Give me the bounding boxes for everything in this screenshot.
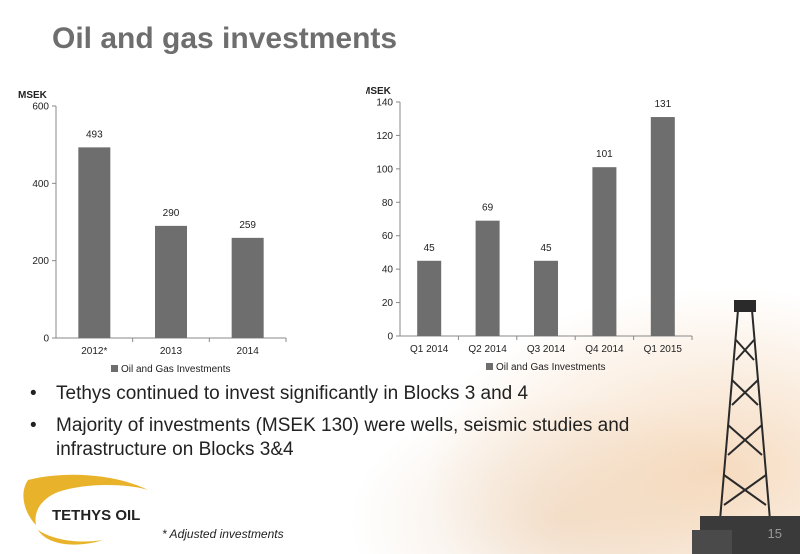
legend-label: Oil and Gas Investments: [496, 362, 606, 373]
data-label: 290: [163, 208, 180, 219]
data-label: 259: [239, 220, 256, 231]
y-tick-label: 0: [387, 332, 393, 343]
x-tick-label: Q3 2014: [527, 344, 566, 355]
bullet-dot-icon: •: [30, 383, 37, 404]
drilling-rig-icon: [692, 300, 800, 554]
legend-label: Oil and Gas Investments: [121, 364, 231, 375]
bar: [650, 117, 675, 336]
legend-swatch: [111, 365, 118, 372]
bullet-dot-icon: •: [30, 415, 37, 436]
bar: [78, 147, 111, 338]
y-axis-label: MSEK: [18, 90, 48, 101]
y-tick-label: 140: [376, 98, 393, 109]
y-tick-label: 100: [376, 164, 393, 175]
bullet-item: • Majority of investments (MSEK 130) were…: [28, 414, 708, 462]
bar: [475, 220, 500, 336]
bar: [534, 260, 558, 336]
data-label: 101: [596, 149, 613, 160]
y-tick-label: 0: [43, 334, 49, 345]
y-tick-label: 120: [376, 131, 393, 142]
footnote: * Adjusted investments: [162, 527, 284, 541]
bar: [592, 167, 617, 336]
data-label: 69: [482, 203, 494, 214]
page-number: 15: [767, 526, 782, 541]
y-tick-label: 400: [32, 179, 49, 190]
quarterly-investments-chart: MSEK 0 20 40 60 80 100 120 140 45 Q1 2014 69 Q2 2014…: [366, 86, 693, 373]
x-tick-label: Q1 2014: [410, 344, 449, 355]
bullet-item: • Tethys continued to invest significantl…: [28, 382, 708, 406]
legend-swatch: [486, 363, 493, 370]
data-label: 493: [86, 129, 103, 140]
x-tick-label: 2012*: [81, 346, 107, 357]
data-label: 45: [540, 243, 552, 254]
annual-investments-chart: MSEK 0 200 400 600 493 2012* 290 2013 259 2014 Oil …: [18, 90, 287, 375]
data-label: 45: [424, 243, 436, 254]
y-tick-label: 80: [382, 198, 394, 209]
x-tick-label: Q1 2015: [644, 344, 683, 355]
y-tick-label: 20: [382, 298, 394, 309]
data-label: 131: [654, 99, 671, 110]
x-tick-label: Q2 2014: [468, 344, 507, 355]
tethys-oil-logo: TETHYS OIL: [23, 474, 148, 545]
slide-title: Oil and gas investments: [52, 22, 398, 55]
y-tick-label: 600: [32, 102, 49, 113]
y-tick-label: 200: [32, 256, 49, 267]
bar: [231, 237, 264, 338]
bar: [417, 260, 442, 336]
bullet-list: • Tethys continued to invest significantl…: [28, 382, 708, 470]
bullet-text: Majority of investments (MSEK 130) were …: [56, 415, 630, 460]
y-axis-label: MSEK: [366, 86, 392, 97]
y-tick-label: 60: [382, 231, 394, 242]
y-tick-label: 40: [382, 265, 394, 276]
bar: [155, 225, 187, 338]
bullet-text: Tethys continued to invest significantly…: [56, 383, 529, 404]
logo-text: TETHYS OIL: [52, 507, 140, 524]
logo-swirl-icon: [23, 474, 148, 525]
x-tick-label: 2014: [237, 346, 260, 357]
x-tick-label: Q4 2014: [585, 344, 624, 355]
x-tick-label: 2013: [160, 346, 183, 357]
